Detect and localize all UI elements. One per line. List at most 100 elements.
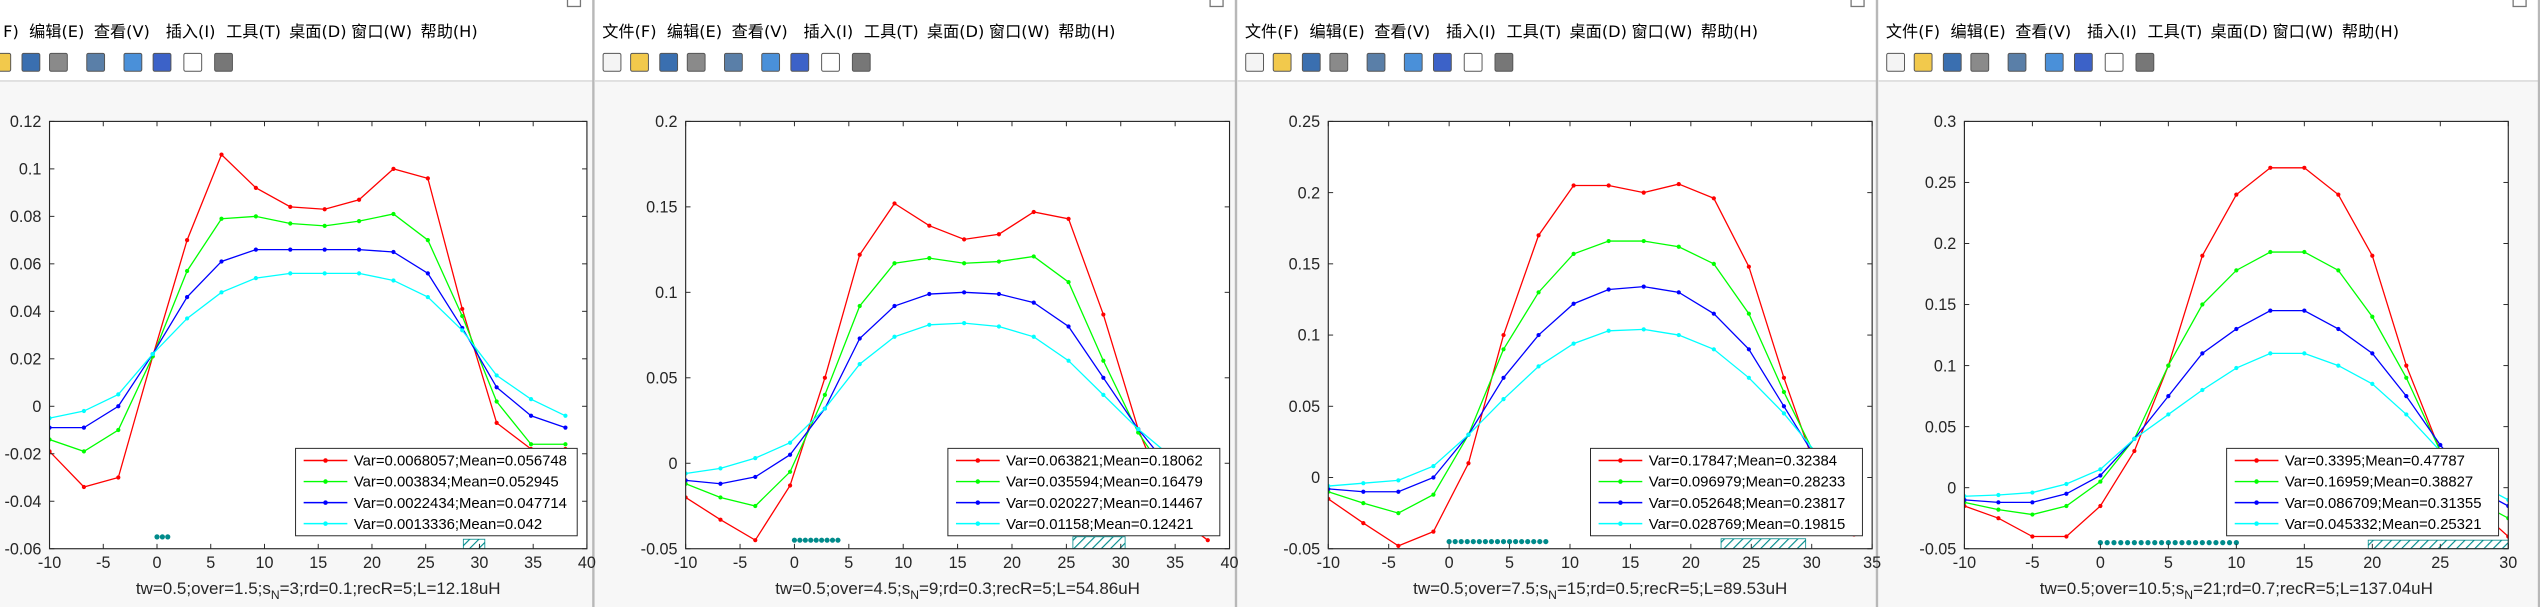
toolbar-button[interactable] (1942, 52, 1962, 72)
plot-layer (1964, 165, 2509, 549)
toolbar-button[interactable] (2007, 52, 2027, 72)
toolbar-button[interactable] (1913, 52, 1933, 72)
marker-dot (2220, 540, 2226, 546)
series-point (1205, 538, 1210, 543)
toolbar-button[interactable] (2104, 52, 2124, 72)
series-point (322, 271, 327, 276)
menu-item[interactable]: 插入(I) (166, 22, 216, 41)
series-point (1431, 492, 1436, 497)
series-point (1101, 392, 1106, 397)
toolbar-button[interactable] (21, 52, 41, 72)
menu-item[interactable]: 帮助(H) (1701, 22, 1758, 41)
menu-item[interactable]: 工具(T) (226, 22, 281, 41)
toolbar-button[interactable] (86, 52, 106, 72)
menu-item[interactable]: 桌面(D) (2210, 22, 2267, 41)
menu-item[interactable]: 插入(I) (1446, 22, 1496, 41)
series-point (2336, 326, 2341, 332)
toolbar-button[interactable] (2073, 52, 2093, 72)
series-point (2098, 473, 2103, 478)
menu-item[interactable]: 窗口(W) (1632, 22, 1693, 41)
menu-item[interactable]: 编辑(E) (1310, 22, 1365, 41)
toolbar-button[interactable] (1245, 52, 1265, 72)
series-point (322, 247, 327, 252)
x-tick-label: 15 (309, 554, 327, 572)
menu-item[interactable]: F) (3, 22, 19, 41)
toolbar-button[interactable] (724, 52, 743, 72)
x-axis-label: tw=0.5;over=1.5;sN=3;rd=0.1;recR=5;L=12.… (136, 579, 501, 602)
toolbar-button[interactable] (1886, 52, 1906, 72)
toolbar-button[interactable] (1366, 52, 1386, 72)
toolbar-button[interactable] (2044, 52, 2064, 72)
title-bar-button[interactable] (1209, 0, 1224, 8)
toolbar-button[interactable] (1272, 52, 1292, 72)
menu-item[interactable]: 窗口(W) (351, 22, 412, 41)
toolbar-button[interactable] (0, 52, 12, 72)
marker-dot (835, 537, 841, 543)
menu-item[interactable]: 帮助(H) (421, 22, 478, 41)
menu-item[interactable]: 编辑(E) (1950, 22, 2005, 41)
menu-item[interactable]: 文件(F) (1886, 22, 1940, 41)
series-point (2030, 490, 2035, 495)
series-point (1536, 233, 1541, 238)
toolbar-button[interactable] (686, 52, 706, 72)
series-point (1781, 411, 1787, 416)
menu-item[interactable]: 桌面(D) (289, 22, 346, 41)
menu-item[interactable]: 插入(I) (803, 22, 853, 41)
toolbar-button[interactable] (851, 52, 871, 72)
menu-item[interactable]: 桌面(D) (927, 22, 984, 41)
menu-item[interactable]: 窗口(W) (2273, 22, 2334, 41)
menu-item[interactable]: 帮助(H) (2342, 22, 2399, 41)
series-point (1746, 311, 1751, 316)
series-point (1746, 375, 1751, 380)
title-bar-button[interactable] (2512, 0, 2527, 8)
toolbar-button[interactable] (790, 52, 810, 72)
series-point (2302, 308, 2307, 313)
menu-item[interactable]: 查看(V) (94, 22, 150, 41)
menu-item[interactable]: 窗口(W) (989, 22, 1050, 41)
menu-item[interactable]: 工具(T) (864, 22, 919, 41)
toolbar-button[interactable] (602, 52, 622, 72)
toolbar-button[interactable] (1432, 52, 1452, 72)
series-point (494, 385, 499, 390)
toolbar-button[interactable] (630, 52, 649, 72)
menu-item[interactable]: 桌面(D) (1569, 22, 1626, 41)
series-point (1466, 461, 1471, 466)
toolbar-button[interactable] (1970, 52, 1990, 72)
toolbar-button[interactable] (1463, 52, 1483, 72)
menu-item[interactable]: 查看(V) (732, 22, 788, 41)
toolbar-button[interactable] (761, 52, 781, 72)
toolbar-button[interactable] (1301, 52, 1321, 72)
title-bar-button[interactable] (566, 0, 582, 8)
toolbar-button[interactable] (1494, 52, 1514, 72)
toolbar-button[interactable] (659, 52, 679, 72)
menu-item[interactable]: 帮助(H) (1058, 22, 1115, 41)
toolbar-button[interactable] (214, 52, 233, 72)
series-point (892, 334, 897, 339)
legend-swatch-dot (2254, 500, 2259, 505)
toolbar-button[interactable] (1329, 52, 1349, 72)
title-bar-button[interactable] (1850, 0, 1865, 8)
menu-item[interactable]: 文件(F) (602, 22, 656, 41)
menu-item[interactable]: 查看(V) (1374, 22, 1430, 41)
menu-item[interactable]: 插入(I) (2087, 22, 2137, 41)
series-point (2030, 512, 2035, 517)
toolbar-button[interactable] (821, 52, 840, 72)
toolbar-button[interactable] (152, 52, 172, 72)
menu-item[interactable]: 编辑(E) (29, 22, 84, 41)
toolbar-button[interactable] (183, 52, 203, 72)
menu-item[interactable]: 工具(T) (2148, 22, 2203, 41)
toolbar-button[interactable] (123, 52, 143, 72)
x-axis-label: tw=0.5;over=10.5;sN=21;rd=0.7;recR=5;L=1… (2040, 579, 2433, 602)
menu-item[interactable]: 工具(T) (1507, 22, 1562, 41)
toolbar-button[interactable] (1403, 52, 1423, 72)
series-point (1396, 489, 1401, 494)
menu-item[interactable]: 文件(F) (1245, 22, 1299, 41)
toolbar-button[interactable] (2135, 52, 2155, 72)
series-point (1996, 492, 2001, 498)
menu-item[interactable]: 编辑(E) (667, 22, 722, 41)
series-point (253, 275, 258, 281)
x-axis-label-text: tw=0.5;over=4.5;s (775, 579, 910, 598)
x-axis-label-tail: =3;rd=0.1;recR=5;L=12.18uH (280, 579, 501, 598)
menu-item[interactable]: 查看(V) (2015, 22, 2071, 41)
toolbar-button[interactable] (49, 52, 68, 72)
